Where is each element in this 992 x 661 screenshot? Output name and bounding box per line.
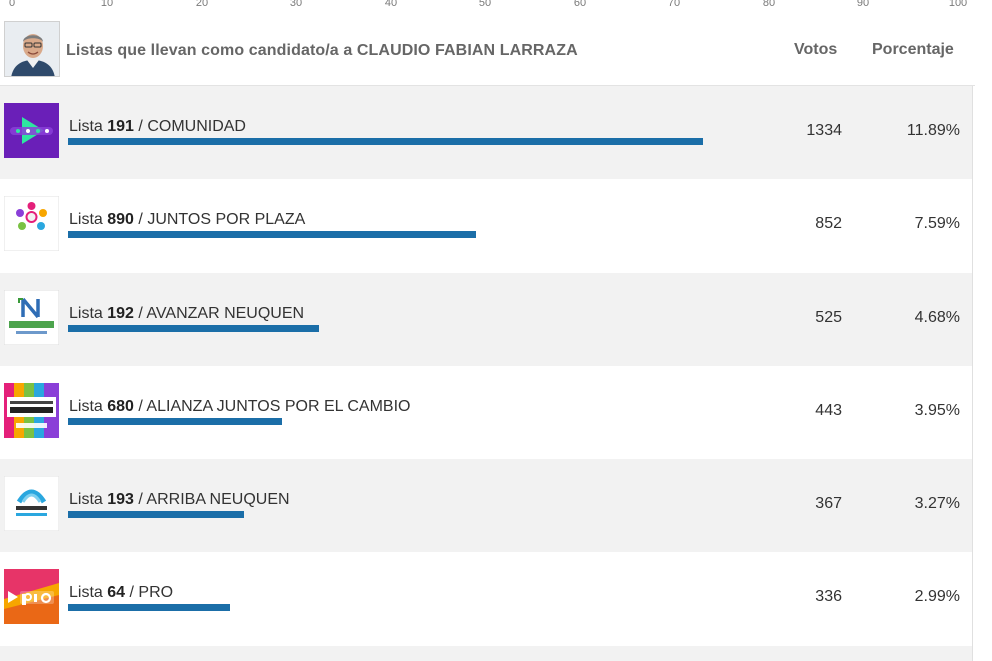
- list-separator: /: [138, 304, 143, 322]
- list-separator: /: [129, 584, 134, 602]
- comunidad-logo: [4, 103, 59, 158]
- list-number: 193: [107, 491, 134, 509]
- scale-tick: 30: [289, 0, 303, 9]
- results-header: Listas que llevan como candidato/a a CLA…: [0, 14, 975, 86]
- list-separator: /: [138, 118, 143, 135]
- party-name: AVANZAR NEUQUEN: [146, 304, 305, 322]
- list-row[interactable]: Lista 64 / PRO 336 2.99%: [0, 552, 972, 646]
- list-number: 64: [107, 584, 126, 602]
- list-separator: /: [138, 397, 143, 415]
- votes-value: 336: [815, 588, 842, 606]
- list-separator: /: [138, 211, 143, 229]
- list-row-partial: [0, 645, 972, 661]
- vote-bar: [68, 511, 244, 519]
- list-label: Lista 680 / ALIANZA JUNTOS POR EL CAMBIO: [69, 398, 410, 416]
- list-number: 191: [107, 118, 134, 135]
- list-row[interactable]: Lista 192 / AVANZAR NEUQUEN 525 4.68%: [0, 272, 972, 366]
- scale-tick: 70: [667, 0, 681, 9]
- list-row[interactable]: Lista 191 / COMUNIDAD 1334 11.89%: [0, 86, 972, 180]
- list-number: 192: [107, 304, 134, 322]
- percent-value: 4.68%: [914, 308, 960, 326]
- percent-value: 11.89%: [906, 122, 960, 139]
- arriba-neuquen-logo: [4, 476, 59, 532]
- list-separator: /: [138, 491, 143, 509]
- party-name: ARRIBA NEUQUEN: [146, 491, 290, 509]
- party-name: COMUNIDAD: [147, 118, 246, 135]
- list-number: 680: [107, 397, 134, 415]
- vote-bar: [68, 324, 320, 332]
- list-row[interactable]: Lista 680 / ALIANZA JUNTOS POR EL CAMBIO…: [0, 365, 972, 460]
- juntos-por-plaza-logo-icon: [4, 196, 59, 252]
- list-number: 890: [107, 211, 134, 229]
- party-name: JUNTOS POR PLAZA: [147, 211, 306, 229]
- juntos-por-el-cambio-logo: [4, 382, 59, 438]
- juntos-por-el-cambio-logo-icon: [4, 382, 59, 438]
- column-header-porcentaje: Porcentaje: [872, 41, 954, 58]
- pro-logo: [4, 569, 59, 625]
- scale-tick: 10: [100, 0, 114, 9]
- list-label: Lista 191 / COMUNIDAD: [69, 118, 246, 136]
- lists-table: Lista 191 / COMUNIDAD 1334 11.89% Lista …: [0, 86, 973, 661]
- scale-tick: 0: [8, 0, 16, 9]
- juntos-por-plaza-logo: [4, 196, 59, 252]
- party-name: PRO: [138, 584, 174, 602]
- list-label: Lista 192 / AVANZAR NEUQUEN: [69, 305, 304, 323]
- list-row[interactable]: Lista 193 / ARRIBA NEUQUEN 367 3.27%: [0, 459, 972, 553]
- candidate-photo: [4, 21, 60, 77]
- list-prefix: Lista: [69, 491, 103, 509]
- avanzar-neuquen-logo: [4, 289, 59, 345]
- percent-value: 3.27%: [914, 495, 960, 513]
- votes-value: 443: [815, 401, 842, 419]
- list-prefix: Lista: [69, 397, 103, 415]
- scale-tick: 50: [478, 0, 492, 9]
- scale-tick: 100: [948, 0, 968, 9]
- scale-tick: 90: [856, 0, 870, 9]
- list-prefix: Lista: [69, 584, 103, 602]
- percentage-scale: 0 10 20 30 40 50 60 70 80 90 100: [0, 0, 992, 14]
- vote-bar: [68, 604, 230, 612]
- percent-value: 7.59%: [914, 215, 960, 233]
- comunidad-logo-icon: [4, 103, 59, 158]
- list-prefix: Lista: [69, 304, 103, 322]
- percent-value: 3.95%: [914, 401, 960, 419]
- column-header-votos: Votos: [794, 41, 838, 58]
- vote-bar: [68, 138, 703, 145]
- list-label: Lista 890 / JUNTOS POR PLAZA: [69, 211, 305, 229]
- votes-value: 852: [815, 215, 842, 233]
- votes-value: 367: [815, 495, 842, 513]
- scale-tick: 80: [762, 0, 776, 9]
- party-name: ALIANZA JUNTOS POR EL CAMBIO: [146, 397, 411, 415]
- candidate-avatar-icon: [5, 22, 59, 76]
- list-prefix: Lista: [69, 118, 103, 135]
- scale-tick: 40: [384, 0, 398, 9]
- page-title: Listas que llevan como candidato/a a CLA…: [66, 42, 578, 59]
- list-row[interactable]: Lista 890 / JUNTOS POR PLAZA 852 7.59%: [0, 179, 972, 273]
- votes-value: 525: [815, 308, 842, 326]
- votes-value: 1334: [806, 122, 842, 139]
- vote-bar: [68, 417, 282, 425]
- scale-tick: 60: [573, 0, 587, 9]
- arriba-neuquen-logo-icon: [4, 476, 59, 532]
- list-label: Lista 64 / PRO: [69, 584, 173, 602]
- avanzar-neuquen-logo-icon: [4, 289, 59, 345]
- list-prefix: Lista: [69, 211, 103, 229]
- vote-bar: [68, 231, 476, 239]
- percent-value: 2.99%: [914, 588, 960, 606]
- pro-logo-icon: [4, 569, 59, 625]
- list-label: Lista 193 / ARRIBA NEUQUEN: [69, 491, 290, 509]
- scale-tick: 20: [195, 0, 209, 9]
